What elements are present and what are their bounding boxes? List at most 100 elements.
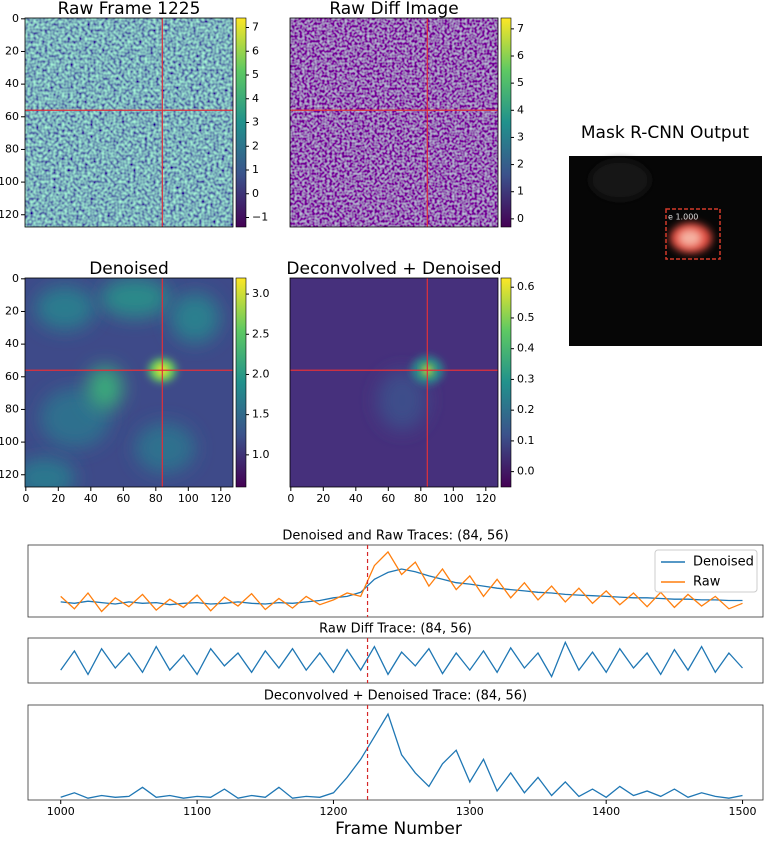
x-tick-label: 120 [475, 492, 496, 505]
y-tick-label: 40 [5, 77, 19, 90]
colorbar-tick-label: 0 [252, 187, 259, 200]
colorbar-tick-label: 1 [252, 163, 259, 176]
colorbar-tick-label: 3.0 [252, 287, 270, 300]
x-tick-label: 60 [381, 492, 395, 505]
frame [24, 277, 234, 488]
x-tick-label: 1400 [592, 805, 620, 818]
blob [87, 366, 123, 410]
panel-title: Raw Diff Image [329, 0, 458, 19]
image [290, 278, 498, 487]
blob [25, 458, 75, 487]
panel-title: Raw Diff Trace: (84, 56) [319, 622, 472, 637]
x-tick-label: 80 [149, 492, 163, 505]
x-tick-label: 0 [22, 492, 29, 505]
y-tick-label: 60 [5, 110, 19, 123]
blob [100, 278, 170, 318]
detection-box [665, 208, 721, 260]
x-tick-label: 1500 [729, 805, 757, 818]
colorbar-tick-label: 0.4 [517, 342, 535, 355]
y-tick-label: 20 [5, 44, 19, 57]
noise [290, 18, 498, 227]
colorbar-tick-label: 3 [252, 116, 259, 129]
colorbar-tick-label: 6 [517, 49, 524, 62]
colorbar-tick-label: 2.0 [252, 367, 270, 380]
trace [60, 640, 743, 679]
image [25, 18, 233, 227]
colorbar-tick-label: 3 [517, 130, 524, 143]
colorbar-tick-label: 1 [517, 185, 524, 198]
colorbar-tick-label: 4 [252, 92, 259, 105]
x-tick-label: 60 [116, 492, 130, 505]
colorbar-tick-label: 0 [517, 212, 524, 225]
blob [35, 286, 95, 330]
x-tick-label: 0 [287, 492, 294, 505]
frame [27, 544, 764, 618]
x-axis-label: Frame Number [335, 819, 462, 839]
x-tick-label: 20 [316, 492, 330, 505]
x-tick-label: 40 [84, 492, 98, 505]
trace [60, 550, 743, 613]
colorbar-tick-label: 0.1 [517, 434, 535, 447]
trace [60, 712, 743, 799]
colorbar-tick-label: 0.0 [517, 465, 535, 478]
frame [27, 637, 764, 684]
colorbar-tick-label: 0.5 [517, 311, 535, 324]
detection-label: e 1.000 [668, 213, 698, 222]
colorbar-tick-label: 2 [252, 139, 259, 152]
y-tick-label: 100 [0, 435, 19, 448]
x-tick-label: 1100 [183, 805, 211, 818]
colorbar-tick-label: 4 [517, 103, 524, 116]
y-tick-label: 100 [0, 175, 19, 188]
colorbar-tick-label: 0.3 [517, 372, 535, 385]
x-tick-label: 100 [178, 492, 199, 505]
panel-title: Mask R-CNN Output [581, 123, 750, 143]
panel-title: Deconvolved + Denoised Trace: (84, 56) [264, 689, 527, 704]
colorbar-tick-label: 2 [517, 158, 524, 171]
colorbar-tick-label: 2.5 [252, 327, 270, 340]
y-tick-label: 120 [0, 468, 19, 481]
blob [377, 370, 428, 431]
y-tick-label: 80 [5, 142, 19, 155]
legend-label: Raw [693, 575, 721, 590]
frame [24, 17, 234, 228]
faint [590, 160, 650, 200]
mask-core [678, 229, 702, 247]
y-tick-label: 60 [5, 370, 19, 383]
frame [289, 17, 499, 228]
colorbar [235, 17, 247, 228]
y-tick-label: 120 [0, 208, 19, 221]
panel-title: Raw Frame 1225 [58, 0, 201, 19]
y-tick-label: 0 [12, 12, 19, 25]
colorbar-tick-label: 0.2 [517, 403, 535, 416]
colorbar-tick-label: 7 [517, 22, 524, 35]
blob [170, 293, 220, 343]
y-tick-label: 80 [5, 402, 19, 415]
colorbar-tick-label: 5 [252, 68, 259, 81]
colorbar-tick-label: −1 [252, 211, 268, 224]
image [25, 278, 233, 487]
colorbar-tick-label: 7 [252, 21, 259, 34]
x-tick-label: 1200 [319, 805, 347, 818]
x-tick-label: 100 [443, 492, 464, 505]
y-tick-label: 20 [5, 304, 19, 317]
blob [135, 423, 195, 473]
panel-title: Deconvolved + Denoised [286, 259, 501, 279]
panel-title: Denoised [89, 259, 169, 279]
x-tick-label: 1300 [456, 805, 484, 818]
colorbar-tick-label: 1.0 [252, 448, 270, 461]
x-tick-label: 80 [414, 492, 428, 505]
colorbar-tick-label: 5 [517, 76, 524, 89]
x-tick-label: 40 [349, 492, 363, 505]
frame [289, 277, 499, 488]
colorbar [500, 277, 512, 488]
colorbar-tick-label: 6 [252, 44, 259, 57]
image [290, 18, 498, 227]
colorbar-tick-label: 1.5 [252, 408, 270, 421]
colorbar [235, 277, 247, 488]
y-tick-label: 40 [5, 337, 19, 350]
colorbar [500, 17, 512, 228]
legend-label: Denoised [693, 555, 754, 570]
frame [27, 704, 764, 801]
y-tick-label: 0 [12, 272, 19, 285]
